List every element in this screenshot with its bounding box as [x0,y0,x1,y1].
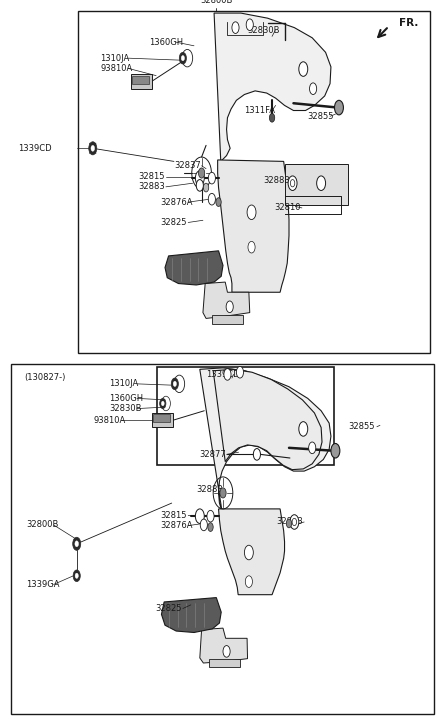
Circle shape [236,366,244,378]
Circle shape [195,509,204,523]
Circle shape [288,176,297,190]
Circle shape [91,145,95,151]
Circle shape [253,449,260,460]
Circle shape [290,515,299,529]
Polygon shape [200,368,331,512]
Text: 32883: 32883 [277,518,303,526]
Text: 32876A: 32876A [161,521,193,530]
Circle shape [161,401,164,406]
Circle shape [286,519,292,528]
Text: 32815: 32815 [161,511,187,520]
Circle shape [310,83,317,95]
Circle shape [224,369,231,380]
Polygon shape [218,160,289,292]
Circle shape [226,301,233,313]
Circle shape [223,646,230,657]
Polygon shape [213,369,322,470]
Circle shape [331,443,340,458]
Circle shape [160,398,166,409]
Polygon shape [214,13,331,161]
Polygon shape [203,282,250,318]
Circle shape [269,113,275,122]
Bar [212,315,243,324]
Text: 1360GH: 1360GH [149,38,184,47]
Text: 32800B: 32800B [200,0,232,5]
Circle shape [247,205,256,220]
Text: 93810A: 93810A [100,64,132,73]
Bar [78,11,430,353]
Text: 32883: 32883 [196,486,223,494]
Circle shape [207,510,214,522]
Circle shape [317,176,326,190]
Text: 93810A: 93810A [94,416,126,425]
Text: 1310JA: 1310JA [100,54,130,63]
Text: 32877: 32877 [199,450,226,459]
Circle shape [73,537,81,550]
Circle shape [248,241,255,253]
Circle shape [171,378,178,390]
Circle shape [299,422,308,436]
Polygon shape [285,164,348,205]
Polygon shape [161,598,221,632]
Bar [11,364,434,714]
Circle shape [196,180,203,191]
Text: 32855: 32855 [308,112,334,121]
Circle shape [195,171,204,185]
Bar [157,367,334,465]
Text: 32830B: 32830B [248,26,280,35]
Text: 32876A: 32876A [161,198,193,206]
Circle shape [75,573,78,579]
Circle shape [73,570,80,582]
Circle shape [200,519,207,531]
Circle shape [173,381,177,387]
Polygon shape [165,251,223,285]
Text: (130827-): (130827-) [25,373,66,382]
Text: 32883: 32883 [263,176,290,185]
Circle shape [198,168,205,178]
Text: 32855: 32855 [349,422,375,431]
Text: 1339GA: 1339GA [26,580,59,589]
Circle shape [232,22,239,33]
Text: 32825: 32825 [161,218,187,227]
Circle shape [244,545,253,560]
Bar [132,76,149,84]
Circle shape [245,576,252,587]
Polygon shape [152,413,173,427]
Circle shape [203,183,209,192]
Circle shape [299,62,308,76]
Circle shape [216,198,221,206]
Text: 1339CD: 1339CD [206,370,240,379]
Text: 1339CD: 1339CD [18,144,51,153]
Text: 32883: 32883 [138,182,165,191]
Text: 32800B: 32800B [26,521,58,529]
Polygon shape [131,74,152,89]
Circle shape [220,488,226,498]
Text: 32810: 32810 [274,204,301,212]
Text: 1311FA: 1311FA [244,106,276,115]
Text: 32830B: 32830B [109,404,142,413]
Text: FR.: FR. [399,18,418,28]
Circle shape [208,523,213,531]
Polygon shape [219,509,285,595]
Text: 1310JA: 1310JA [109,379,139,388]
Bar [209,659,240,667]
Circle shape [89,142,97,155]
Polygon shape [200,628,248,663]
Circle shape [334,100,343,115]
Text: 1360GH: 1360GH [109,394,144,403]
Circle shape [179,52,186,64]
Circle shape [246,19,253,31]
Circle shape [75,541,78,547]
Bar [153,414,170,422]
Circle shape [208,193,215,205]
Circle shape [309,442,316,454]
Circle shape [181,55,185,61]
Circle shape [208,172,215,184]
Text: 32825: 32825 [155,604,182,613]
Text: 32837: 32837 [174,161,201,170]
Text: 32815: 32815 [138,172,165,181]
